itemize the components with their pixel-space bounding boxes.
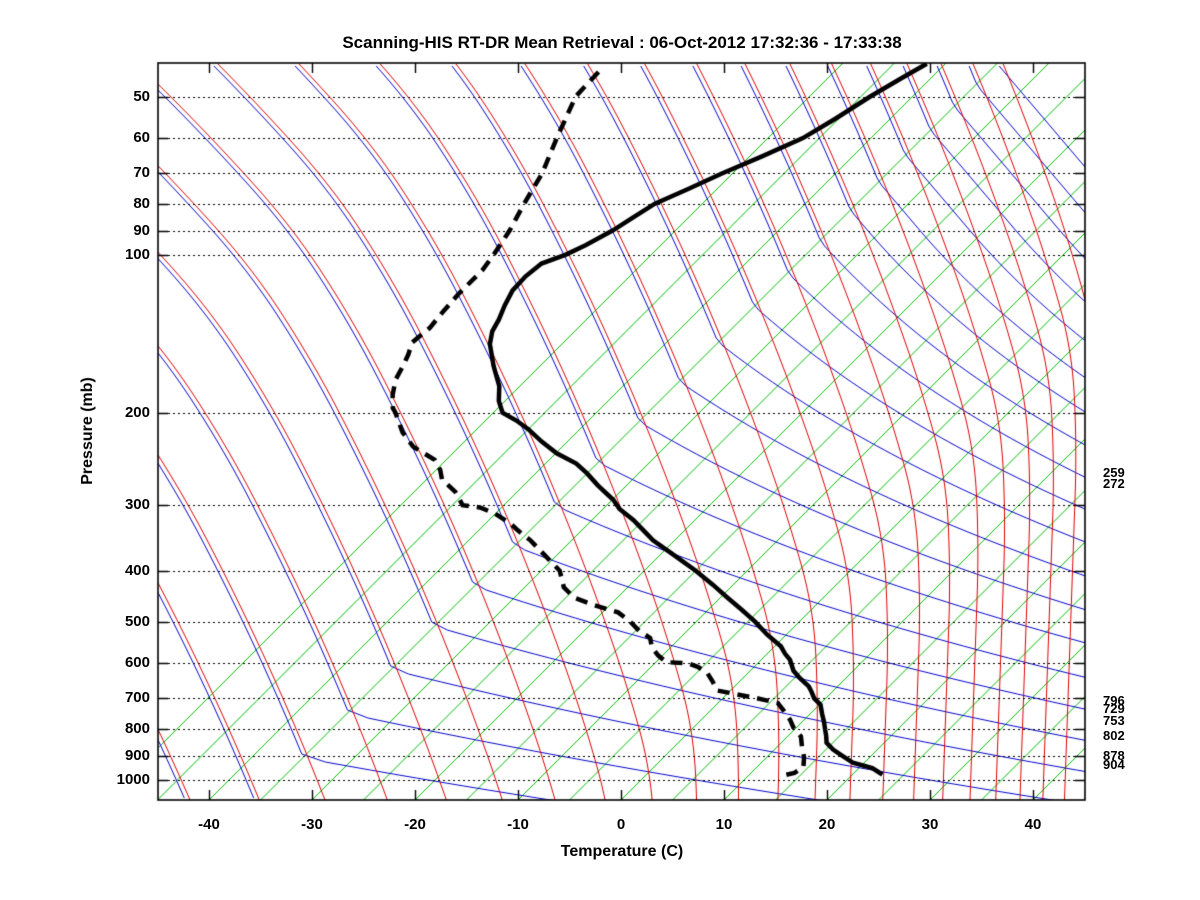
pressure-annotation: 729 xyxy=(1103,701,1125,716)
y-tick-label: 400 xyxy=(124,561,150,579)
x-tick-label: 40 xyxy=(1024,816,1042,833)
y-tick-label: 90 xyxy=(133,221,150,239)
y-tick-label: 70 xyxy=(133,164,150,182)
y-tick-label: 800 xyxy=(124,719,150,737)
x-tick-label: 0 xyxy=(616,816,626,833)
x-tick-label: -20 xyxy=(404,816,426,833)
y-tick-label: 700 xyxy=(124,689,150,707)
x-tick-label: 10 xyxy=(715,816,733,833)
chart-title: Scanning-HIS RT-DR Mean Retrieval : 06-O… xyxy=(342,33,902,52)
pressure-annotation: 802 xyxy=(1103,728,1125,743)
pressure-annotation: 272 xyxy=(1103,476,1125,491)
y-tick-label: 900 xyxy=(124,746,150,764)
x-axis-label: Temperature (C) xyxy=(560,843,684,860)
y-tick-label: 50 xyxy=(133,87,150,105)
x-tick-label: -40 xyxy=(198,816,220,833)
y-tick-label: 300 xyxy=(124,496,150,514)
y-tick-label: 1000 xyxy=(116,770,150,788)
y-tick-label: 80 xyxy=(133,194,150,212)
y-tick-label: 100 xyxy=(124,245,150,263)
y-tick-label: 600 xyxy=(124,654,150,672)
x-tick-label: -30 xyxy=(301,816,323,833)
pressure-annotation: 753 xyxy=(1103,713,1125,728)
x-tick-label: 30 xyxy=(921,816,939,833)
y-tick-label: 500 xyxy=(124,612,150,630)
x-tick-label: 20 xyxy=(818,816,836,833)
pressure-annotation: 878 xyxy=(1103,748,1125,763)
y-tick-label: 200 xyxy=(124,403,150,421)
pressure-annotation: 259 xyxy=(1103,465,1125,480)
pressure-annotation: 796 xyxy=(1103,693,1125,708)
y-axis-label: Pressure (mb) xyxy=(79,377,96,485)
y-tick-label: 60 xyxy=(133,129,150,147)
x-tick-label: -10 xyxy=(507,816,529,833)
pressure-annotation: 904 xyxy=(1103,757,1125,772)
